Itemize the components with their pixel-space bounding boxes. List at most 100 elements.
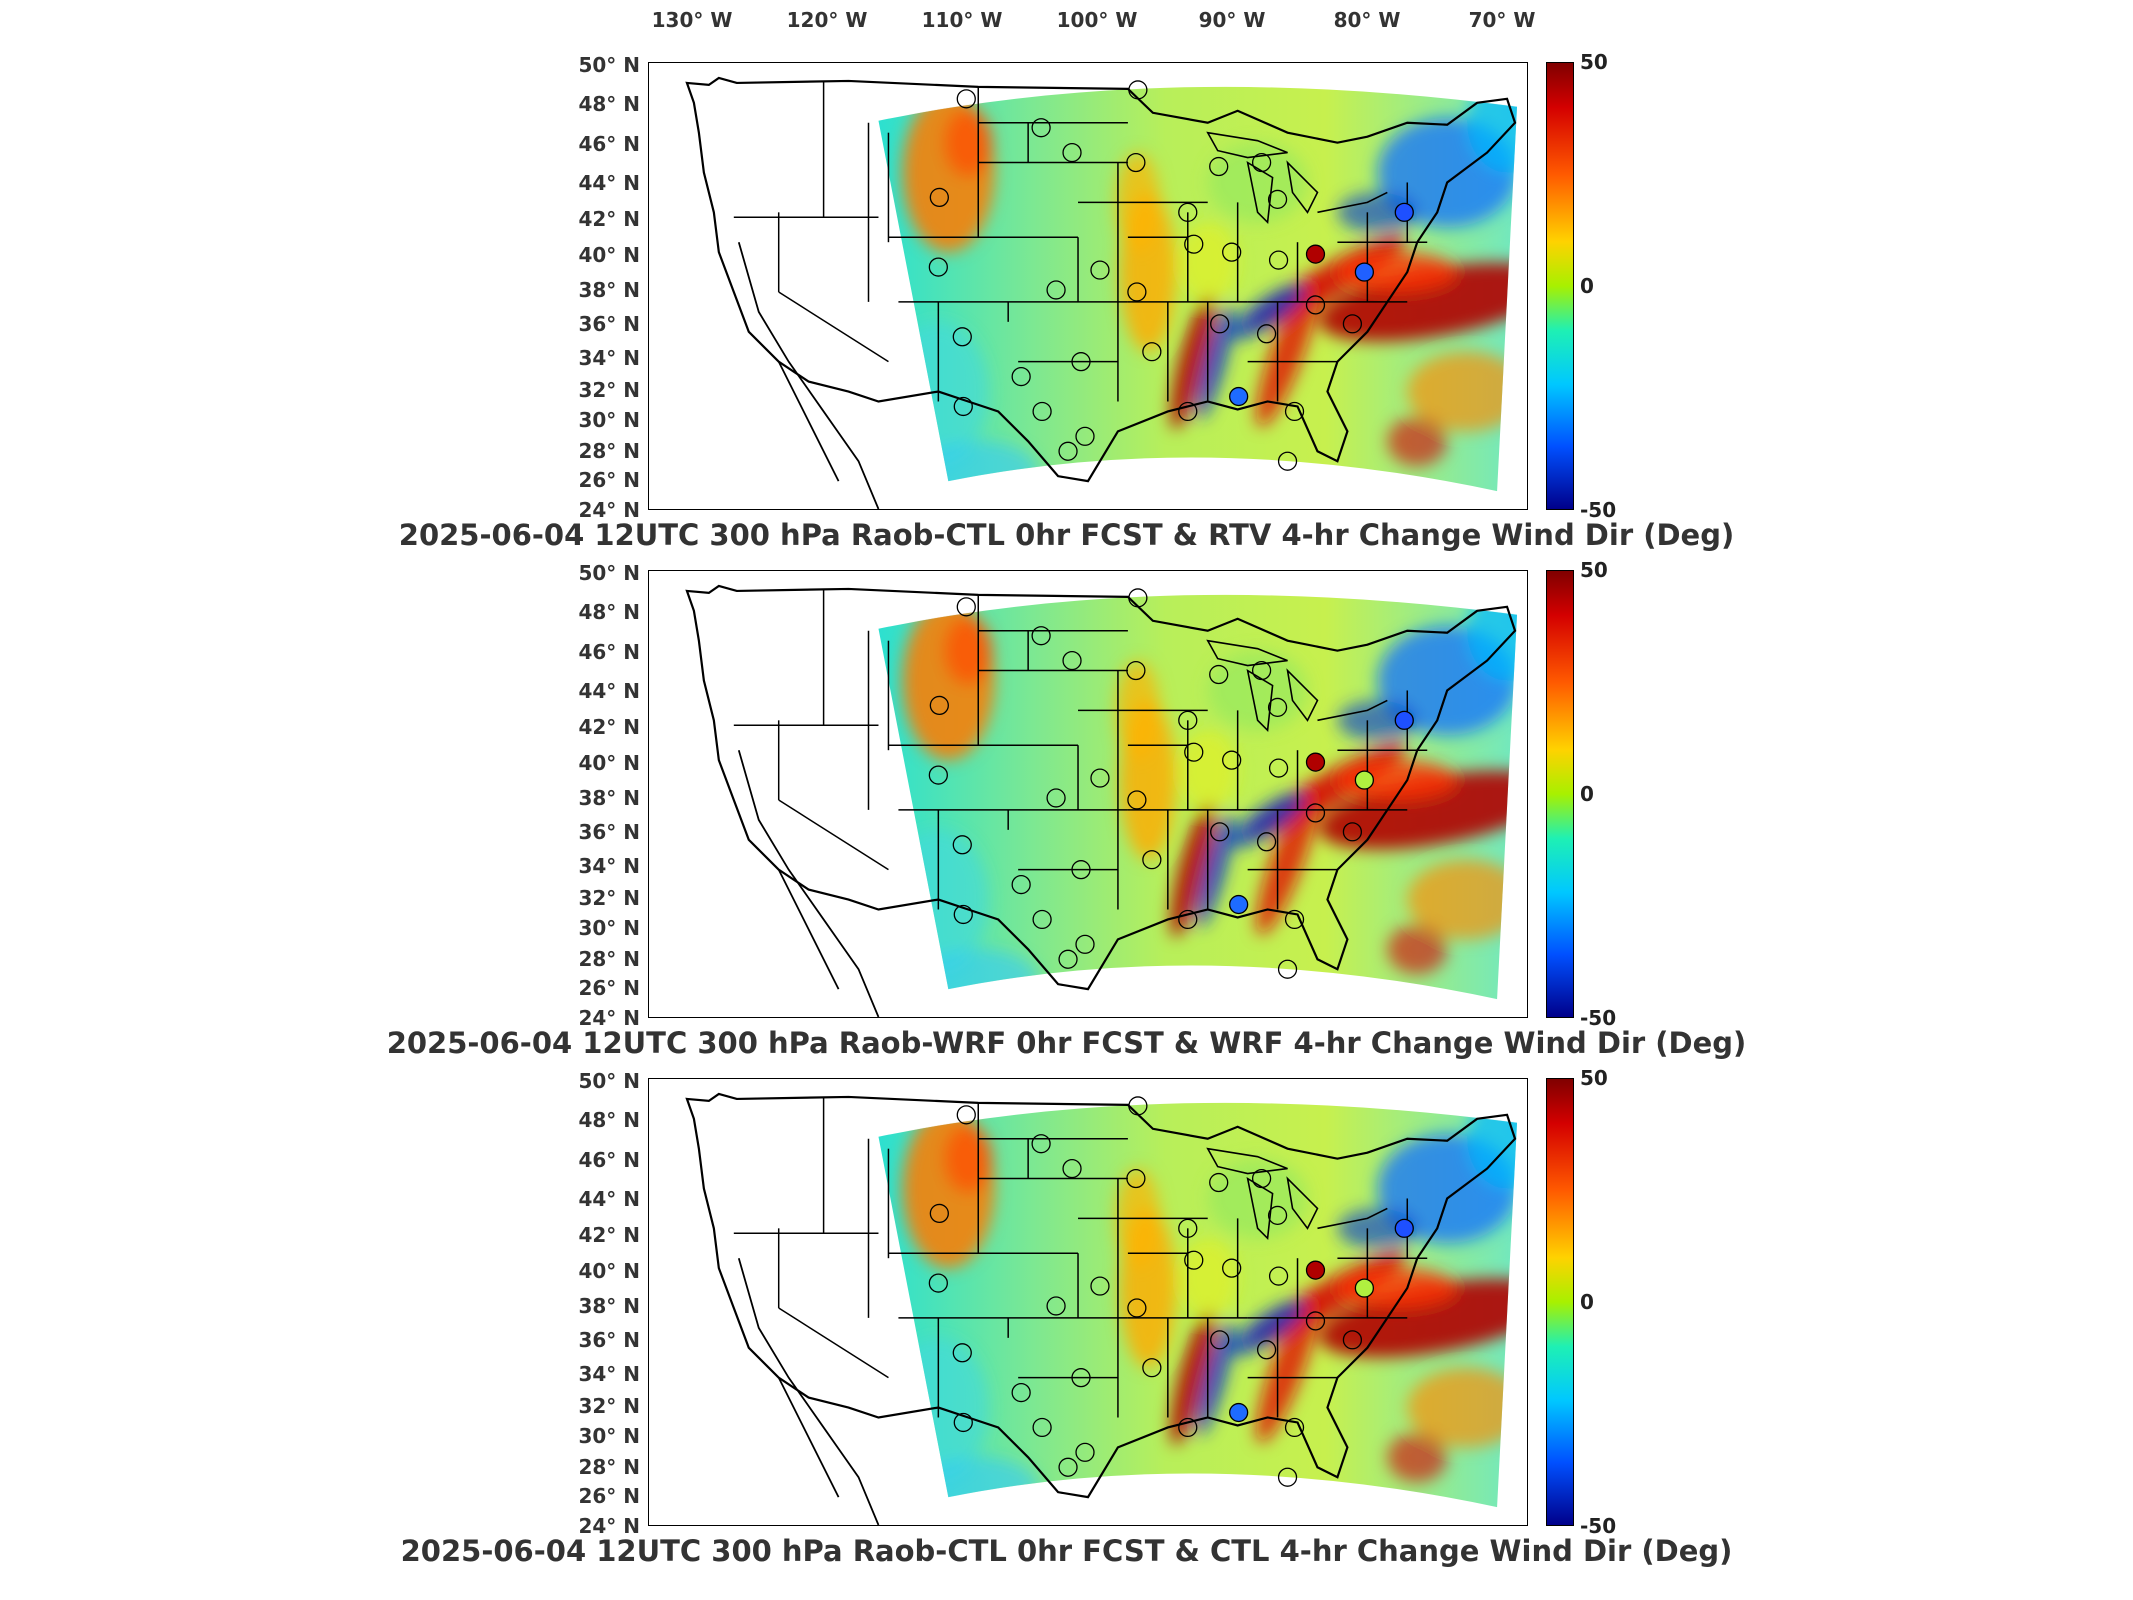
raob-station-marker <box>1142 850 1162 870</box>
raob-station-marker <box>1071 860 1091 880</box>
latitude-label: 40° N <box>578 243 640 267</box>
raob-station-marker <box>956 89 976 109</box>
latitude-label: 48° N <box>578 92 640 116</box>
latitude-label: 28° N <box>578 947 640 971</box>
raob-station-marker <box>1210 314 1230 334</box>
raob-station-marker <box>1342 822 1363 842</box>
raob-station-marker <box>1090 1276 1110 1296</box>
raob-station-marker <box>1126 660 1146 681</box>
gulf-of-california-coast <box>777 361 840 482</box>
wind-direction-map <box>685 584 1518 1017</box>
latitude-label: 42° N <box>578 1223 640 1247</box>
raob-station-marker <box>1342 314 1363 334</box>
raob-station-marker <box>1256 1340 1277 1360</box>
colorbar-tick-label: -50 <box>1580 1006 1617 1030</box>
raob-station-marker <box>1284 1417 1305 1438</box>
latitude-label: 28° N <box>578 1455 640 1479</box>
raob-station-marker <box>1284 909 1305 930</box>
raob-station-marker <box>1277 1467 1298 1487</box>
latitude-label: 30° N <box>578 916 640 940</box>
baja-coast <box>737 241 880 509</box>
wind-direction-map <box>685 76 1518 509</box>
latitude-label: 42° N <box>578 715 640 739</box>
baja-coast <box>737 749 880 1017</box>
latitude-label: 46° N <box>578 132 640 156</box>
wind-direction-map <box>685 1092 1518 1525</box>
raob-station-marker <box>1277 451 1298 471</box>
raob-station-marker <box>1142 1358 1162 1378</box>
gulf-of-california-coast <box>777 869 840 990</box>
lake-huron <box>1286 668 1319 722</box>
raob-station-marker <box>1128 1096 1148 1116</box>
map-plot-area <box>648 570 1528 1018</box>
raob-station-marker <box>1354 1278 1374 1298</box>
raob-station-marker <box>1011 366 1031 387</box>
latitude-label: 26° N <box>578 1484 640 1508</box>
raob-station-marker <box>1222 242 1242 262</box>
colorbar-tick-label: 0 <box>1580 1290 1594 1314</box>
longitude-label: 130° W <box>651 8 733 32</box>
raob-station-marker <box>1284 401 1305 422</box>
longitude-label: 80° W <box>1333 8 1401 32</box>
latitude-label: 24° N <box>578 498 640 522</box>
raob-station-marker <box>1229 1402 1249 1423</box>
latitude-label: 38° N <box>578 786 640 810</box>
latitude-label: 50° N <box>578 1069 640 1093</box>
raob-station-marker <box>953 1412 973 1433</box>
panel-title: 2025-06-04 12UTC 300 hPa Raob-CTL 0hr FC… <box>398 518 1735 552</box>
latitude-label: 48° N <box>578 1108 640 1132</box>
latitude-label: 40° N <box>578 1259 640 1283</box>
latitude-label: 44° N <box>578 1187 640 1211</box>
latitude-label: 32° N <box>578 1394 640 1418</box>
state-boundaries <box>733 1096 1428 1418</box>
raob-station-marker <box>1178 401 1198 422</box>
state-boundaries <box>733 80 1428 402</box>
raob-station-marker <box>1126 1168 1146 1189</box>
raob-station-marker <box>1011 874 1031 895</box>
raob-station-marker <box>1071 1368 1091 1388</box>
latitude-label: 38° N <box>578 1294 640 1318</box>
latitude-label: 50° N <box>578 53 640 77</box>
lake-huron <box>1286 1176 1319 1230</box>
longitude-label: 90° W <box>1198 8 1266 32</box>
longitude-label: 100° W <box>1056 8 1138 32</box>
raob-station-marker <box>1268 250 1289 270</box>
raob-station-marker <box>929 187 949 208</box>
latitude-label: 34° N <box>578 1362 640 1386</box>
latitude-label: 32° N <box>578 886 640 910</box>
raob-station-marker <box>1062 142 1082 163</box>
raob-station-marker <box>1184 742 1204 762</box>
latitude-label: 42° N <box>578 207 640 231</box>
map-plot-area <box>648 1078 1528 1526</box>
raob-station-marker <box>953 396 973 417</box>
panel-title: 2025-06-04 12UTC 300 hPa Raob-WRF 0hr FC… <box>386 1026 1747 1060</box>
raob-station-marker <box>1058 1457 1078 1477</box>
latitude-label: 34° N <box>578 854 640 878</box>
colorbar-tick-label: 50 <box>1580 558 1608 582</box>
colorbar-tick-label: 50 <box>1580 50 1608 74</box>
latitude-label: 26° N <box>578 468 640 492</box>
lake-michigan <box>1246 1176 1274 1241</box>
colorbar-tick-label: -50 <box>1580 498 1617 522</box>
raob-station-marker <box>1062 650 1082 671</box>
map-plot-area <box>648 62 1528 510</box>
raob-station-marker <box>1178 1218 1198 1238</box>
latitude-label: 24° N <box>578 1006 640 1030</box>
latitude-label: 28° N <box>578 439 640 463</box>
raob-station-marker <box>1127 282 1147 302</box>
lake-erie-ontario <box>1317 1207 1388 1230</box>
raob-station-marker <box>1251 660 1272 681</box>
latitude-label: 30° N <box>578 408 640 432</box>
raob-station-marker <box>1305 752 1326 772</box>
lake-erie-ontario <box>1317 699 1388 722</box>
latitude-label: 46° N <box>578 640 640 664</box>
conus-outline <box>685 1092 1517 1499</box>
conus-outline <box>685 584 1517 991</box>
raob-station-marker <box>1128 588 1148 608</box>
latitude-label: 40° N <box>578 751 640 775</box>
raob-station-marker <box>1394 202 1414 222</box>
lake-michigan <box>1246 160 1274 225</box>
raob-station-marker <box>1178 909 1198 930</box>
raob-station-marker <box>1251 1168 1272 1189</box>
raob-station-marker <box>1184 1250 1204 1270</box>
